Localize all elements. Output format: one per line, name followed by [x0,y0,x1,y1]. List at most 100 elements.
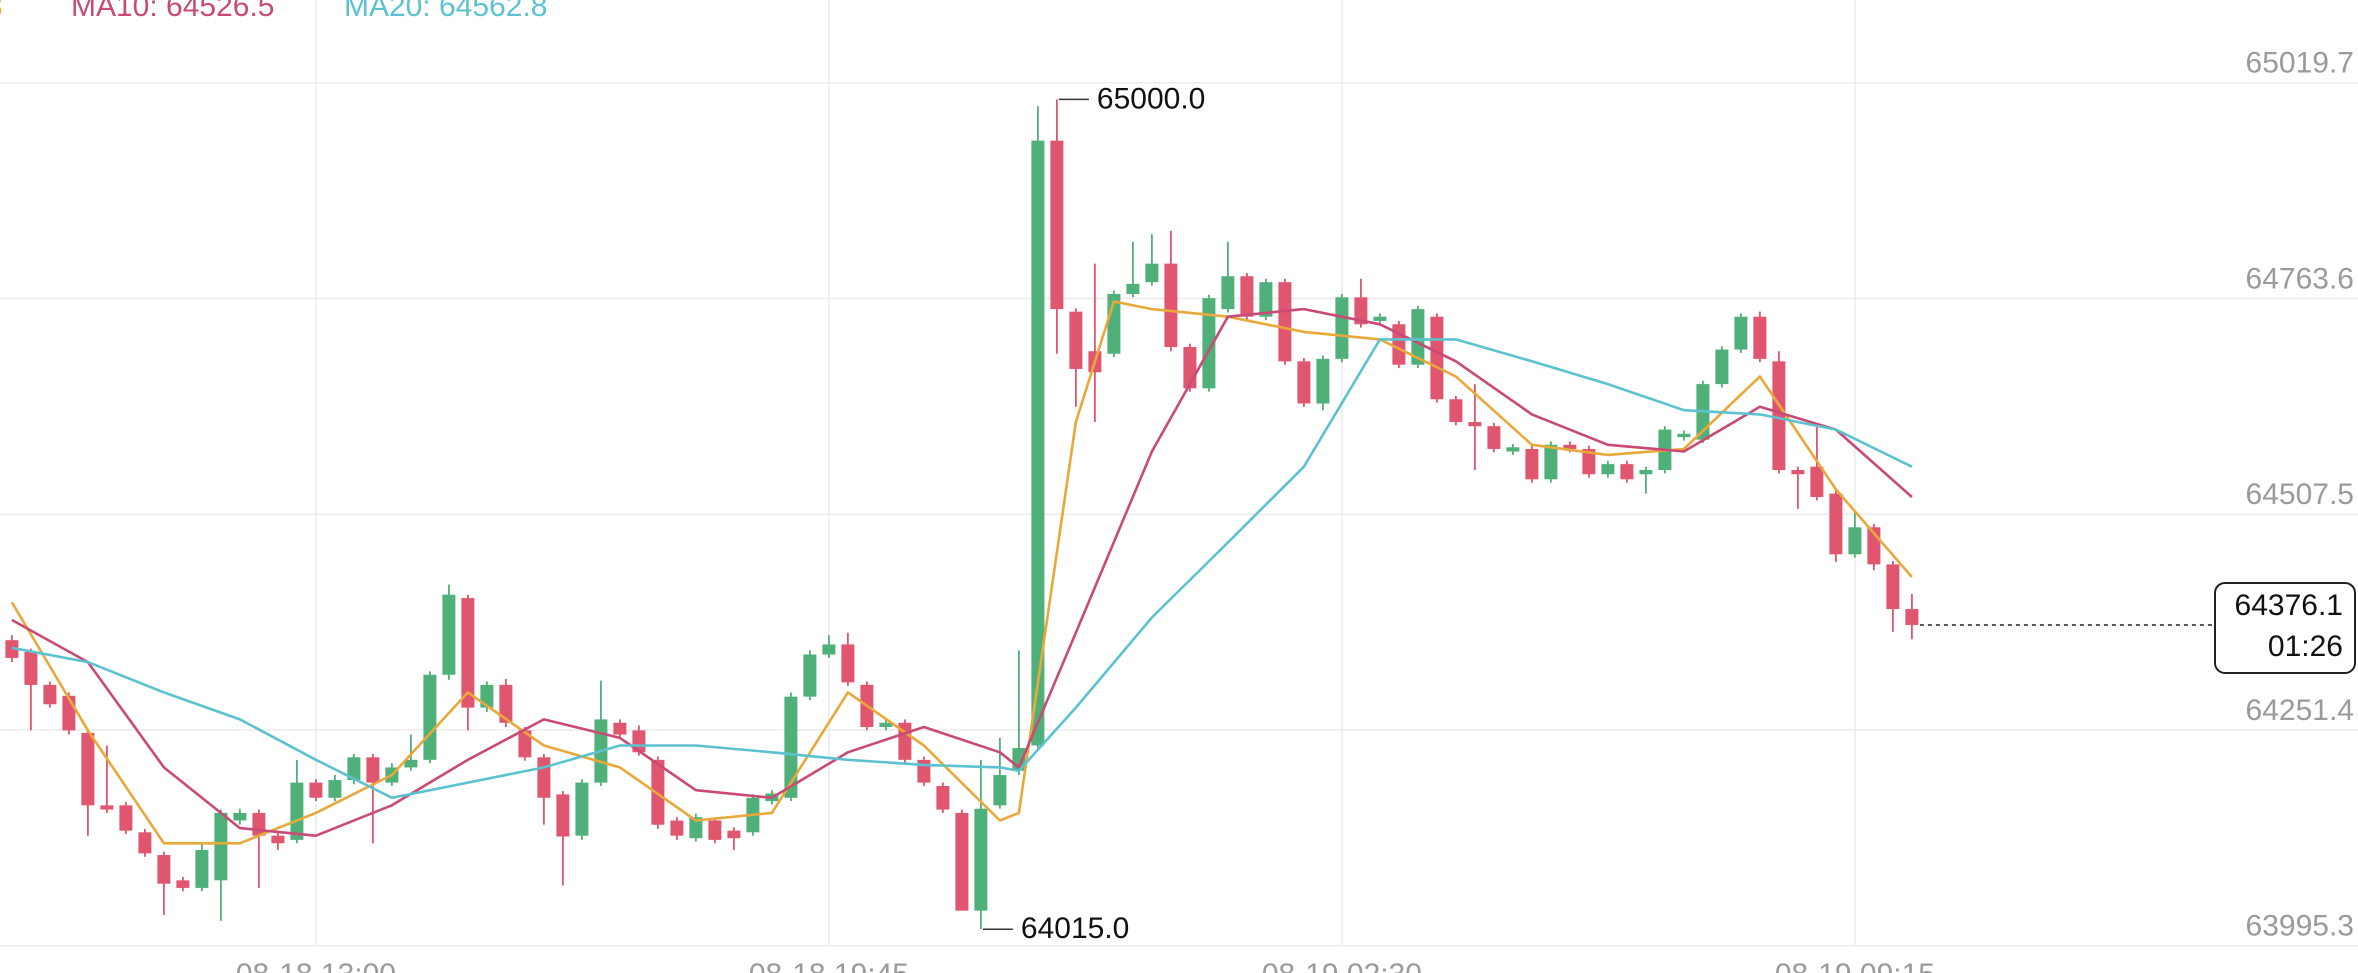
candle-body [43,684,57,705]
candle-body [138,832,152,854]
candle-body [1791,470,1805,475]
candle-body [1563,444,1577,449]
candle-body [670,820,684,836]
candle-body [81,732,95,806]
legend-entry: MA10: 64526.5 [71,0,274,23]
ma-line [10,300,1913,845]
candle-body [461,598,475,708]
countdown: 01:26 [2268,630,2343,663]
y-tick-label: 64763.6 [2246,262,2354,295]
candle-body [1240,276,1254,317]
candle-body [955,812,969,911]
candle-body [1354,297,1368,325]
candle-body [1126,283,1140,294]
y-tick-label: 64251.4 [2246,694,2354,727]
candle-body [423,674,437,760]
candle-body [1848,527,1862,555]
candle-body [214,812,228,881]
candle-body [556,794,570,837]
candle-body [1164,263,1178,348]
candle-body [1297,361,1311,404]
candle-body [822,644,836,655]
candle-body [347,757,361,781]
candle-body [879,722,893,727]
candle-body [993,775,1007,806]
candle-body [24,652,38,685]
candle-body [1278,282,1292,362]
candle-body [328,780,342,798]
candle-body [1753,316,1767,359]
candle-body [499,684,513,723]
ma-line [11,307,1913,837]
candle-body [1506,447,1520,452]
candle-body [936,785,950,810]
y-tick-label: 63995.3 [2246,910,2354,943]
last-price-box [2214,581,2356,674]
candle-body [1772,361,1786,471]
candle-body [1810,466,1824,497]
annotation-label: 65000.0 [1097,82,1205,115]
ma-line [11,338,1913,800]
candle-body [62,695,76,731]
legend-entry: MA20: 64562.8 [344,0,547,23]
candle-body [841,644,855,683]
candle-body [100,805,114,810]
candle-body [442,594,456,675]
candle-body [233,812,247,821]
legend-entry: 3 [0,0,3,23]
x-tick-label: 08-19 02:30 [1262,958,1422,973]
candle-body [309,782,323,798]
candle-body [119,805,133,831]
candle-body [1050,140,1064,310]
candle-body [974,808,988,911]
candle-body [1316,358,1330,404]
candle-body [157,855,171,884]
candle-body [613,722,627,735]
x-tick-label: 08-18 13:00 [236,958,396,973]
candle-body [1468,422,1482,427]
candle-body [1639,470,1653,475]
candle-body [366,757,380,783]
candle-body [1202,298,1216,389]
candle-body [290,782,304,840]
candle-body [1031,140,1045,746]
candle-body [1069,311,1083,369]
candle-body [727,830,741,839]
candle-body [518,730,532,758]
annotation-label: 64015.0 [1021,912,1129,945]
candle-body [1145,263,1159,283]
candle-body [1449,399,1463,423]
candle-body [784,696,798,798]
candle-body [708,820,722,840]
candle-body [689,817,703,839]
candle-body [1582,448,1596,475]
candle-body [1544,444,1558,480]
x-tick-label: 08-19 09:15 [1775,958,1935,973]
candle-body [1487,426,1501,449]
candle-body [1677,433,1691,438]
candle-body [1430,316,1444,400]
candle-body [1886,564,1900,610]
candle-body [575,782,589,836]
candle-body [803,654,817,697]
y-tick-label: 65019.7 [2246,47,2354,80]
candle-body [1411,309,1425,365]
candle-body [176,880,190,888]
candle-body [1259,282,1273,317]
candle-body [1601,464,1615,475]
candle-body [1525,448,1539,480]
candle-body [195,849,209,888]
candle-body [1905,609,1919,625]
candle-body [1620,464,1634,480]
x-tick-label: 08-18 19:45 [749,958,909,973]
candle-body [252,812,266,836]
candle-body [1335,297,1349,359]
y-tick-label: 64507.5 [2246,478,2354,511]
candle-body [917,759,931,783]
candle-body [1221,276,1235,310]
candle-body [651,759,665,825]
candle-body [271,835,285,844]
candle-body [1734,316,1748,350]
